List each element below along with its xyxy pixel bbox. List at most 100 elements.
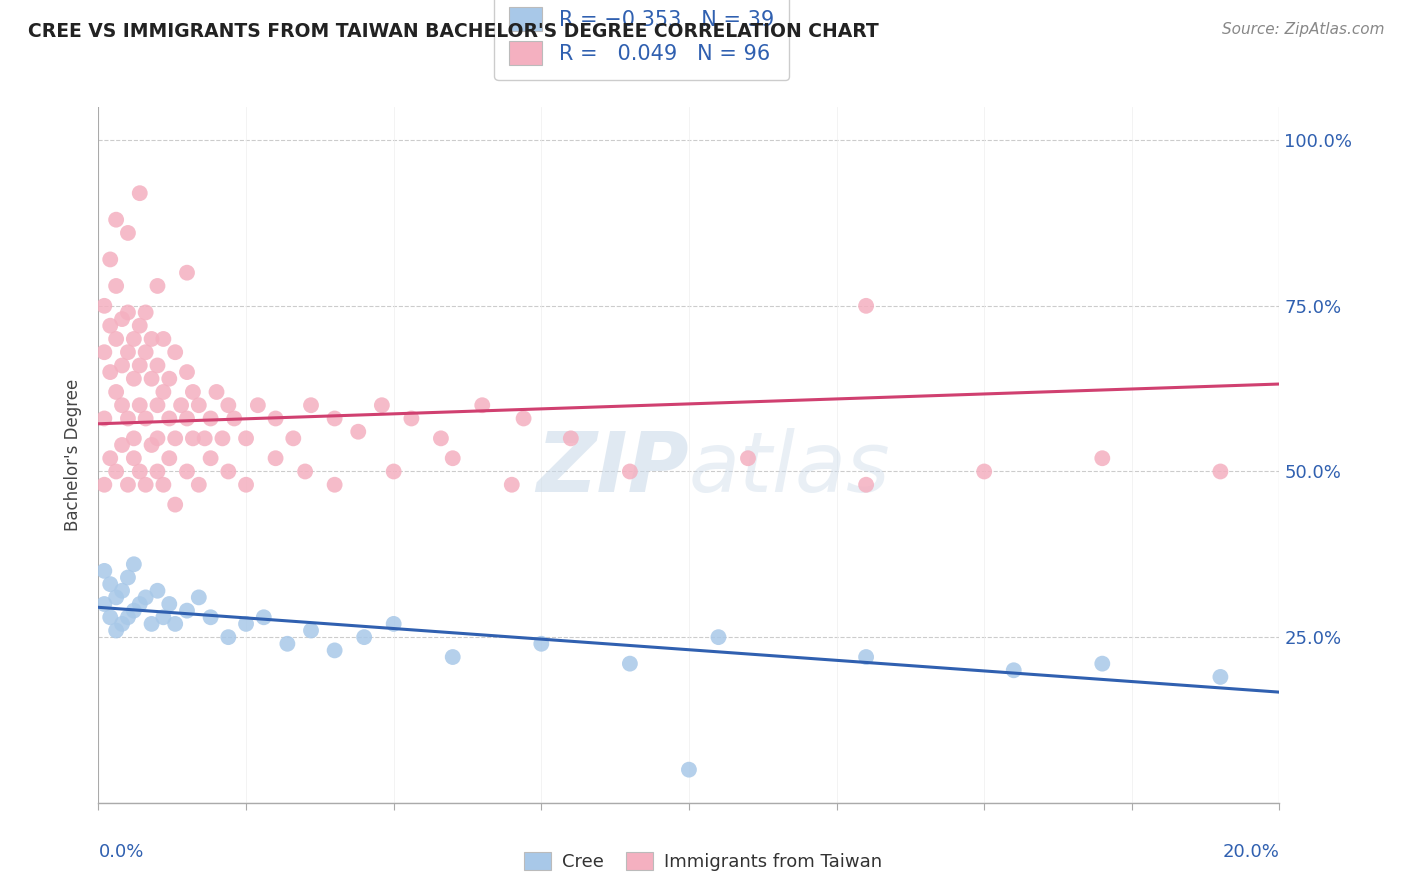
Point (176, 411, 198, 425)
Point (105, 332, 128, 346)
Point (122, 451, 145, 466)
Point (855, 650, 877, 665)
Point (323, 411, 346, 425)
Point (128, 318, 150, 333)
Point (117, 226, 139, 240)
Point (98, 577, 121, 591)
Point (855, 477, 877, 491)
Point (122, 558, 145, 572)
Point (111, 438, 134, 452)
Point (141, 438, 163, 452)
Point (152, 332, 174, 346)
Point (211, 431, 233, 445)
Point (294, 465, 316, 479)
Point (146, 398, 169, 412)
Point (105, 624, 128, 638)
Point (105, 279, 128, 293)
Point (146, 583, 169, 598)
Point (157, 372, 180, 386)
Point (141, 616, 163, 631)
Point (619, 657, 641, 671)
Point (323, 477, 346, 491)
Point (117, 345, 139, 359)
Text: 20.0%: 20.0% (1223, 843, 1279, 861)
Point (152, 610, 174, 624)
Point (122, 332, 145, 346)
Point (530, 637, 553, 651)
Point (117, 610, 139, 624)
Point (253, 610, 276, 624)
Point (128, 597, 150, 611)
Point (105, 591, 128, 605)
Legend: R = −0.353   N = 39, R =   0.049   N = 96: R = −0.353 N = 39, R = 0.049 N = 96 (495, 0, 789, 80)
Point (146, 279, 169, 293)
Point (430, 431, 453, 445)
Point (176, 266, 198, 280)
Text: Source: ZipAtlas.com: Source: ZipAtlas.com (1222, 22, 1385, 37)
Point (93, 345, 115, 359)
Point (299, 398, 322, 412)
Point (165, 498, 187, 512)
Point (98, 610, 121, 624)
Point (165, 345, 187, 359)
Point (707, 630, 730, 644)
Point (105, 212, 128, 227)
Point (93, 477, 115, 491)
Point (117, 477, 139, 491)
Point (382, 465, 405, 479)
Text: ZIP: ZIP (536, 428, 689, 509)
Point (117, 411, 139, 425)
Point (105, 384, 128, 399)
Text: CREE VS IMMIGRANTS FROM TAIWAN BACHELOR'S DEGREE CORRELATION CHART: CREE VS IMMIGRANTS FROM TAIWAN BACHELOR'… (28, 22, 879, 41)
Point (135, 305, 157, 319)
Point (111, 398, 134, 412)
Point (235, 431, 257, 445)
Point (441, 650, 464, 665)
Point (93, 597, 115, 611)
Point (235, 616, 257, 631)
Point (264, 451, 287, 466)
Point (128, 465, 150, 479)
Point (441, 451, 464, 466)
Point (187, 477, 209, 491)
Point (619, 465, 641, 479)
Point (128, 398, 150, 412)
Point (176, 365, 198, 379)
Point (157, 597, 180, 611)
Point (135, 591, 157, 605)
Point (382, 616, 405, 631)
Point (371, 398, 394, 412)
Point (283, 431, 305, 445)
Point (98, 365, 121, 379)
Point (170, 398, 193, 412)
Point (128, 359, 150, 373)
Point (135, 411, 157, 425)
Point (165, 616, 187, 631)
Point (93, 411, 115, 425)
Point (93, 564, 115, 578)
Point (122, 372, 145, 386)
Point (471, 398, 494, 412)
Point (276, 637, 298, 651)
Point (217, 465, 239, 479)
Point (512, 411, 534, 425)
Point (973, 465, 995, 479)
Point (146, 465, 169, 479)
Point (501, 477, 523, 491)
Y-axis label: Bachelor's Degree: Bachelor's Degree (65, 379, 83, 531)
Point (299, 624, 322, 638)
Text: 0.0%: 0.0% (98, 843, 143, 861)
Text: atlas: atlas (689, 428, 890, 509)
Point (353, 630, 375, 644)
Point (200, 411, 222, 425)
Point (1002, 663, 1025, 677)
Point (98, 252, 121, 267)
Point (117, 305, 139, 319)
Point (264, 411, 287, 425)
Point (111, 312, 134, 326)
Point (176, 465, 198, 479)
Point (98, 318, 121, 333)
Point (157, 411, 180, 425)
Point (122, 604, 145, 618)
Point (146, 359, 169, 373)
